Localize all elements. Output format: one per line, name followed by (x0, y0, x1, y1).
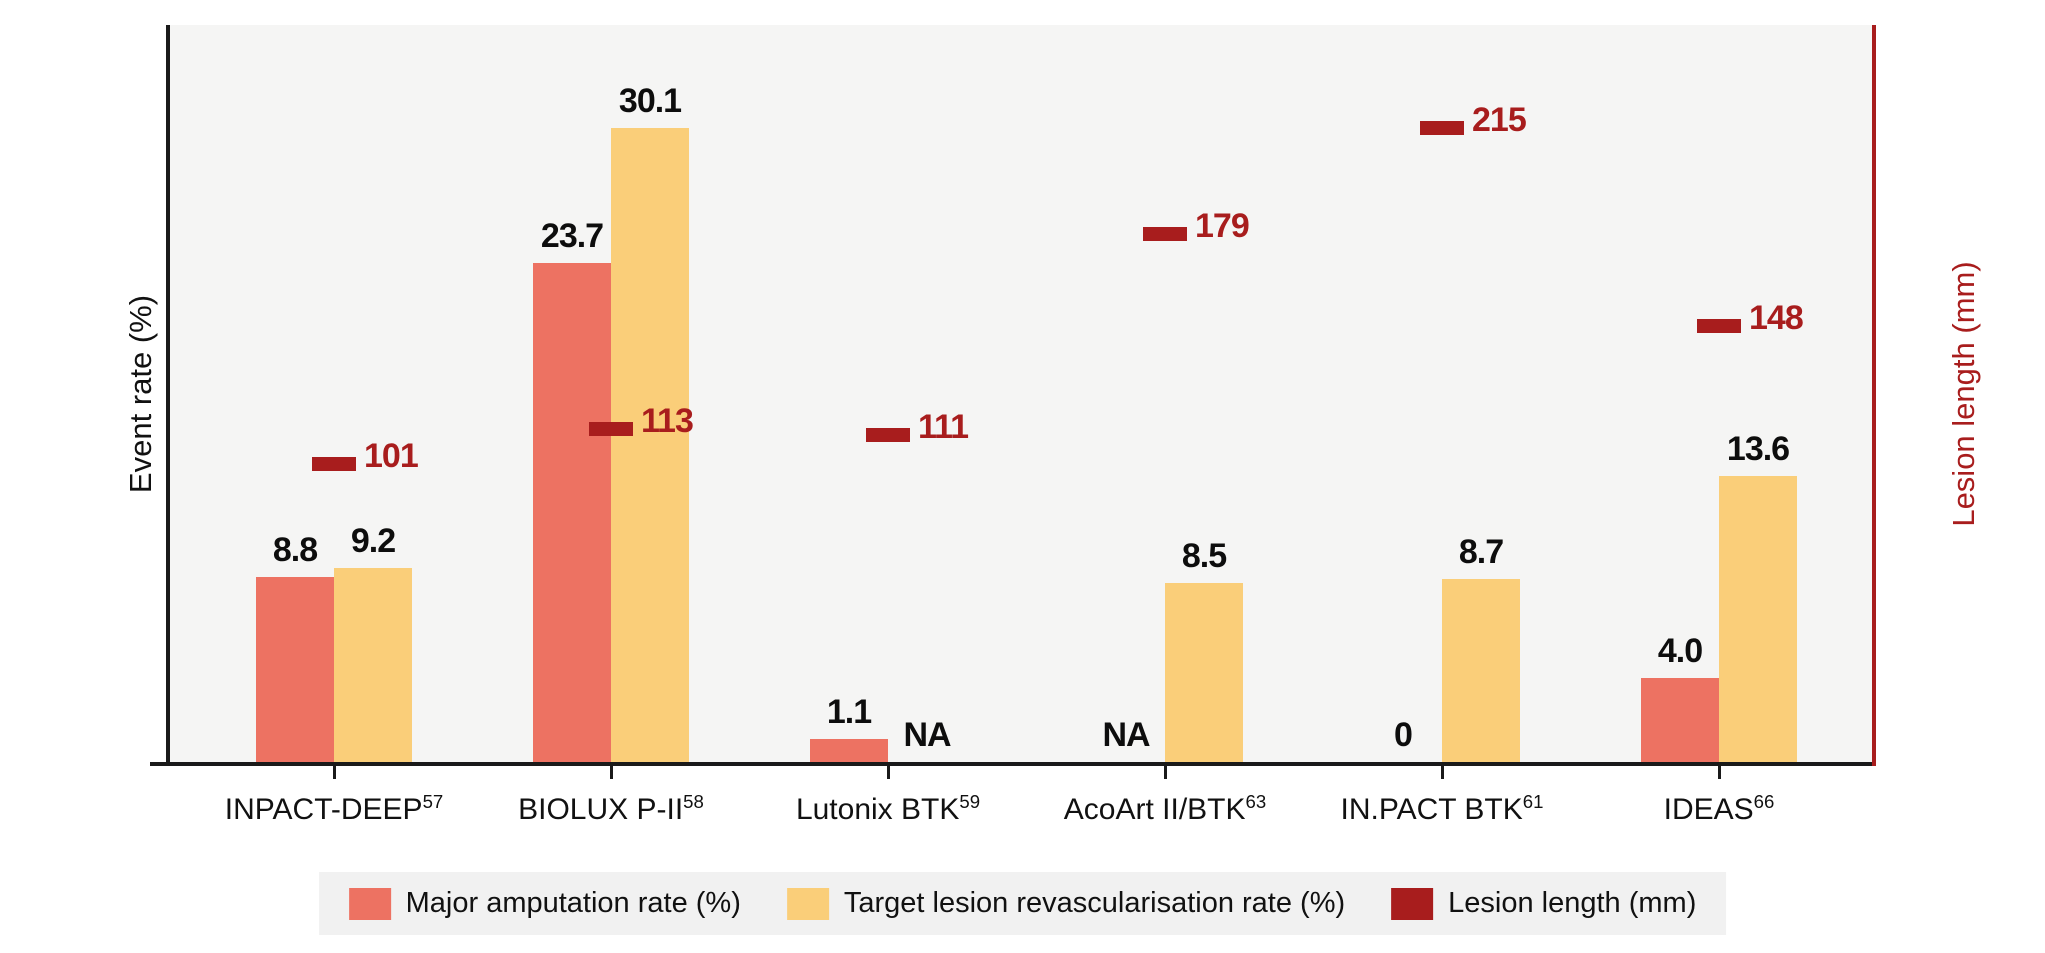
x-category-reference: 61 (1522, 791, 1544, 812)
x-category-reference: 66 (1753, 791, 1775, 812)
x-category-reference: 58 (683, 791, 704, 812)
y-axis-label-left: Event rate (%) (123, 294, 158, 494)
bar-tlr (1719, 475, 1797, 762)
bar-major-amputation (256, 576, 334, 762)
x-tick (887, 762, 890, 779)
y-axis-label-right: Lesion length (mm) (1946, 261, 1981, 527)
lesion-length-label: 179 (1195, 207, 1250, 246)
lesion-length-marker (1143, 227, 1187, 242)
x-category-label: AcoArt II/BTK63 (1063, 791, 1267, 826)
lesion-length-label: 111 (918, 407, 969, 446)
legend-swatch-major-amputation (348, 887, 391, 920)
legend-label: Major amputation rate (%) (405, 887, 741, 919)
lesion-length-marker (1697, 318, 1741, 333)
legend-item-lesion-length: Lesion length (mm) (1391, 887, 1696, 920)
bar-value-label: 8.5 (1181, 537, 1227, 576)
lesion-length-label: 113 (641, 401, 694, 440)
y-axis-line-right (1872, 25, 1876, 766)
bar-tlr (1165, 583, 1243, 762)
legend-item-tlr: Target lesion revascularisation rate (%) (786, 887, 1346, 920)
bar-value-label: 23.7 (540, 216, 604, 255)
x-category-label: IN.PACT BTK61 (1340, 791, 1544, 826)
x-category-reference: 59 (959, 791, 981, 812)
x-tick (1718, 762, 1721, 779)
legend-label: Target lesion revascularisation rate (%) (843, 887, 1346, 919)
x-category-label: BIOLUX P-II58 (518, 791, 704, 826)
bar-value-label: 0 (1394, 716, 1413, 754)
lesion-length-marker (1420, 121, 1464, 136)
legend: Major amputation rate (%) Target lesion … (318, 872, 1727, 935)
y-axis-line-left (166, 25, 170, 766)
plot-area: 8.8 9.2 101 INPACT-DEEP57 23.7 30.1 113 BIOLUX … (168, 25, 1874, 826)
x-category-label: IDEAS66 (1663, 791, 1775, 826)
legend-swatch-lesion-length (1391, 887, 1434, 920)
lesion-length-marker (312, 457, 356, 472)
bar-value-label: NA (1102, 716, 1150, 754)
bar-major-amputation (1641, 677, 1719, 762)
bar-value-label: 30.1 (618, 82, 682, 121)
x-tick (1441, 762, 1444, 779)
lesion-length-marker (866, 427, 910, 442)
x-category-label: Lutonix BTK59 (795, 791, 981, 826)
bar-value-label: 13.6 (1726, 429, 1790, 468)
lesion-length-label: 215 (1472, 101, 1527, 140)
x-category-label: INPACT-DEEP57 (224, 791, 444, 826)
x-tick (1164, 762, 1167, 779)
legend-item-major-amputation: Major amputation rate (%) (348, 887, 741, 920)
bar-tlr (1442, 578, 1520, 762)
bar-value-label: 8.7 (1458, 532, 1504, 571)
bar-value-label: 1.1 (826, 692, 872, 731)
lesion-length-marker (589, 421, 633, 436)
x-category-reference: 57 (422, 791, 444, 812)
bar-major-amputation (533, 262, 611, 762)
legend-label: Lesion length (mm) (1448, 887, 1697, 919)
bar-value-label: 4.0 (1657, 631, 1703, 670)
bar-tlr (611, 128, 689, 762)
lesion-length-label: 101 (364, 437, 419, 476)
bar-tlr (334, 568, 412, 762)
bar-value-label: 8.8 (272, 530, 318, 569)
x-axis-line (150, 762, 1876, 766)
bar-major-amputation (810, 738, 888, 762)
x-tick (610, 762, 613, 779)
bar-value-label: 9.2 (350, 522, 396, 561)
x-tick (333, 762, 336, 779)
bar-value-label: NA (903, 716, 951, 754)
x-category-reference: 63 (1245, 791, 1267, 812)
lesion-length-label: 148 (1749, 298, 1804, 337)
legend-swatch-tlr (786, 887, 829, 920)
